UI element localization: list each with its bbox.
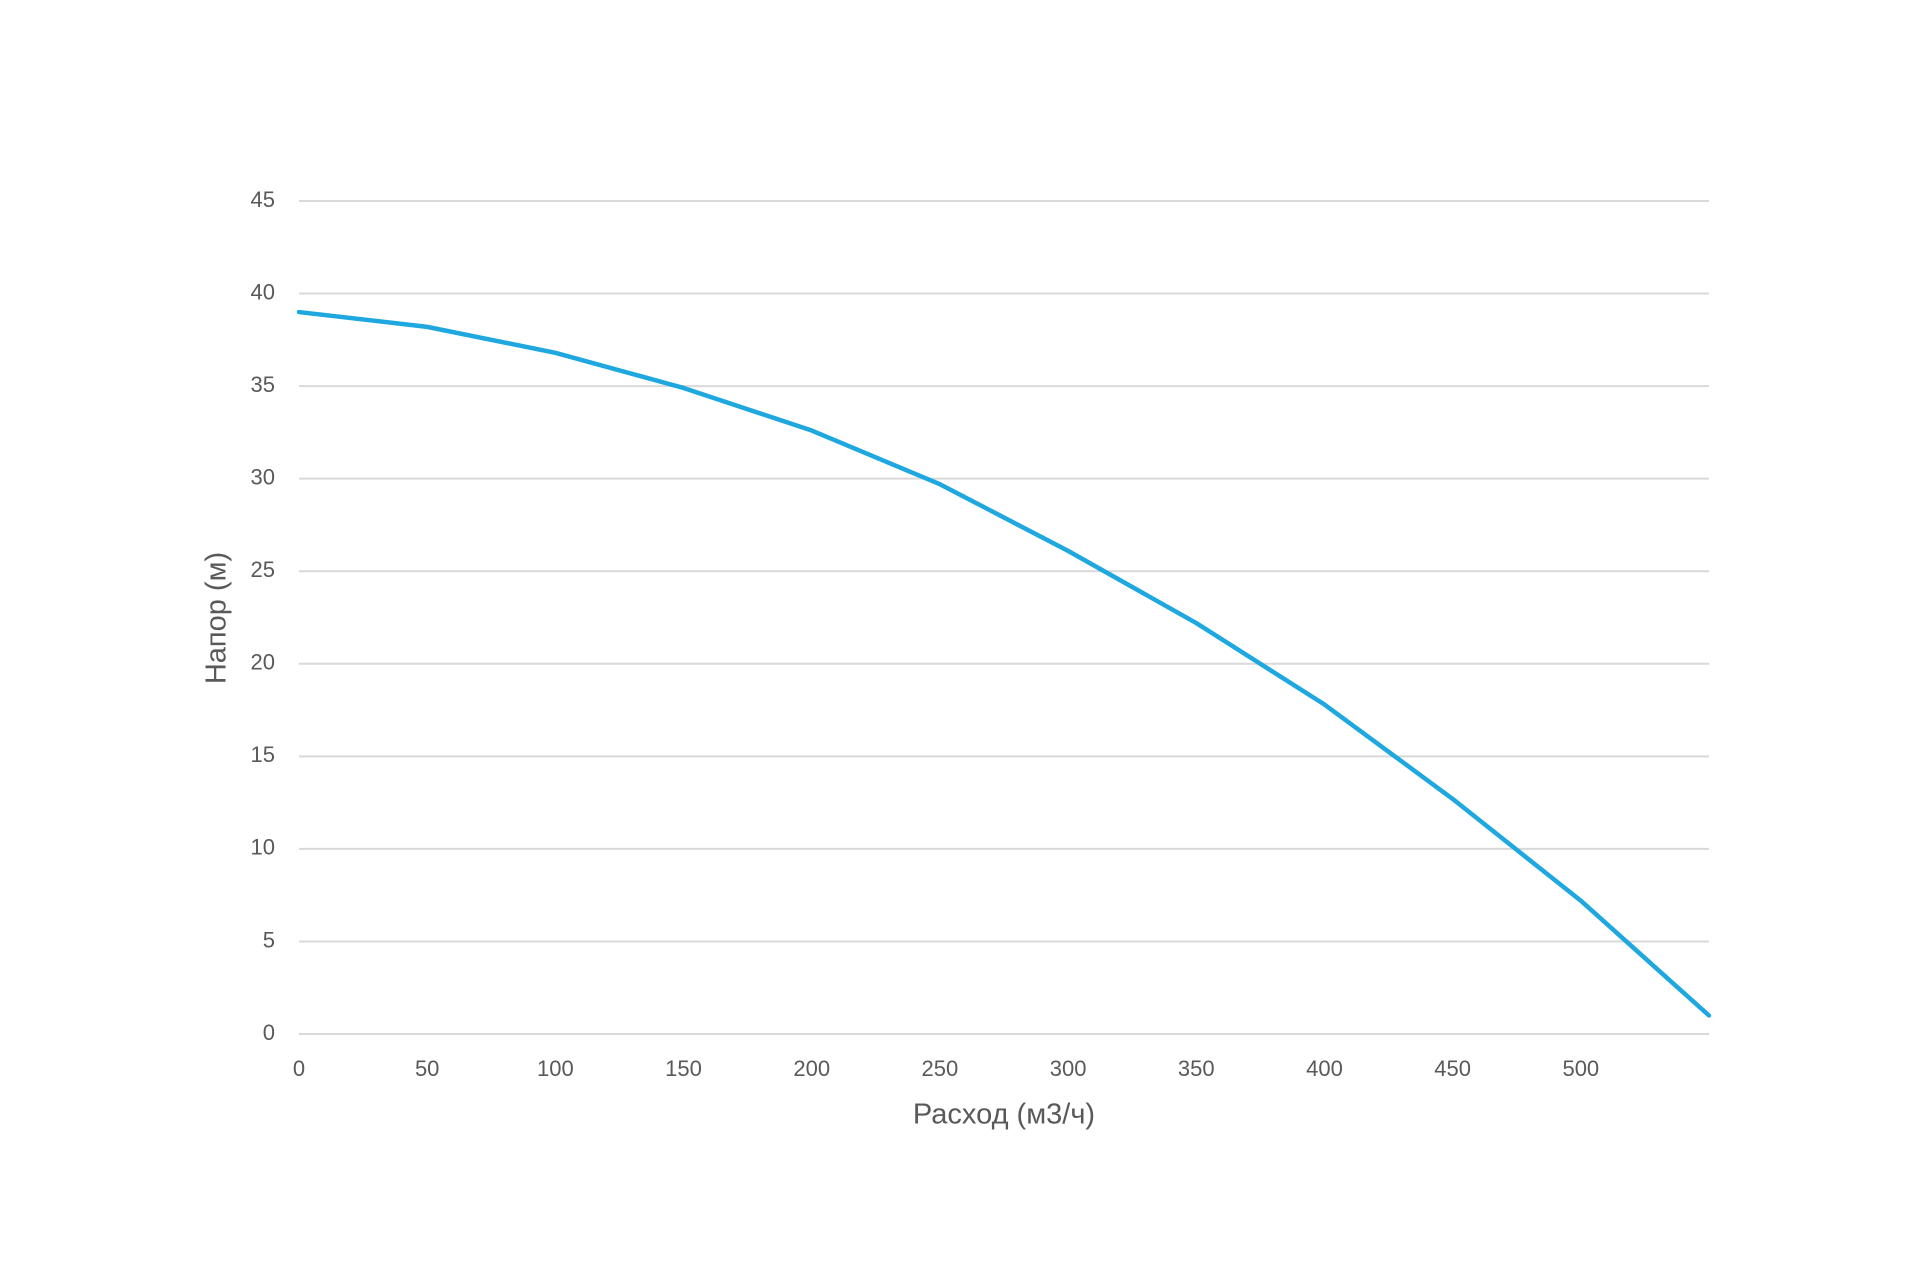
- y-tick-label: 10: [251, 835, 275, 860]
- x-tick-label: 450: [1434, 1056, 1471, 1081]
- y-tick-label: 40: [251, 279, 275, 304]
- y-tick-label: 15: [251, 742, 275, 767]
- x-tick-label: 0: [293, 1056, 305, 1081]
- x-tick-label: 50: [415, 1056, 439, 1081]
- x-tick-label: 250: [922, 1056, 959, 1081]
- y-tick-label: 45: [251, 187, 275, 212]
- x-tick-label: 350: [1178, 1056, 1215, 1081]
- x-axis-label: Расход (м3/ч): [913, 1099, 1095, 1131]
- y-tick-label: 20: [251, 650, 275, 675]
- x-tick-label: 150: [665, 1056, 702, 1081]
- x-tick-label: 400: [1306, 1056, 1343, 1081]
- y-tick-label: 5: [263, 927, 275, 952]
- y-tick-label: 30: [251, 464, 275, 489]
- x-tick-label: 500: [1562, 1056, 1599, 1081]
- x-tick-label: 100: [537, 1056, 574, 1081]
- x-tick-label: 200: [793, 1056, 830, 1081]
- y-axis-label: Напор (м): [201, 552, 233, 684]
- y-tick-label: 0: [263, 1020, 275, 1045]
- series-line: [296, 309, 1712, 1018]
- x-tick-label: 300: [1050, 1056, 1087, 1081]
- y-tick-label: 35: [251, 372, 275, 397]
- y-tick-label: 25: [251, 557, 275, 582]
